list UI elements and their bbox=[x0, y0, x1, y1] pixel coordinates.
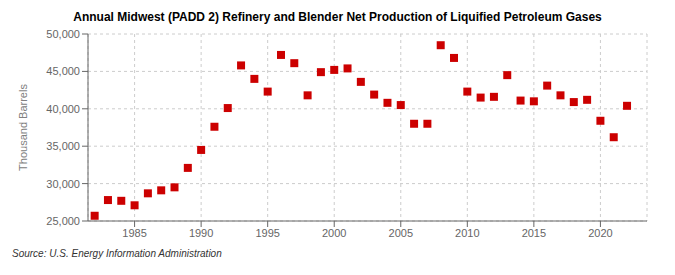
svg-text:35,000: 35,000 bbox=[46, 140, 80, 152]
svg-text:2000: 2000 bbox=[322, 227, 346, 239]
svg-text:1985: 1985 bbox=[122, 227, 146, 239]
html-text:Annual Midwest (PADD 2) Refine: Annual Midwest (PADD 2) Refinery and Ble… bbox=[73, 10, 602, 24]
svg-text:2005: 2005 bbox=[389, 227, 413, 239]
svg-text:1995: 1995 bbox=[255, 227, 279, 239]
svg-text:25,000: 25,000 bbox=[46, 215, 80, 227]
svg-text:Thousand Barrels: Thousand Barrels bbox=[17, 84, 29, 171]
svg-text:45,000: 45,000 bbox=[46, 65, 80, 77]
svg-text:2020: 2020 bbox=[588, 227, 612, 239]
svg-text:2010: 2010 bbox=[455, 227, 479, 239]
svg-text:2015: 2015 bbox=[522, 227, 546, 239]
svg-text:50,000: 50,000 bbox=[46, 28, 80, 40]
svg-text:40,000: 40,000 bbox=[46, 103, 80, 115]
svg-text:1990: 1990 bbox=[189, 227, 213, 239]
svg-text:30,000: 30,000 bbox=[46, 178, 80, 190]
html-text:Source: U.S. Energy Informatio: Source: U.S. Energy Information Administ… bbox=[12, 248, 222, 259]
